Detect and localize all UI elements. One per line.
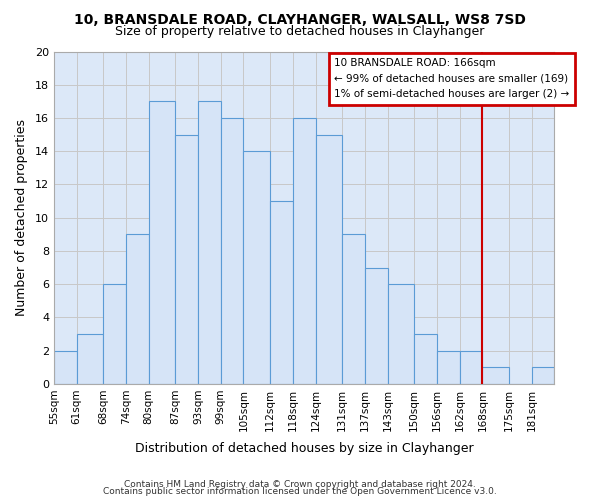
Text: Contains HM Land Registry data © Crown copyright and database right 2024.: Contains HM Land Registry data © Crown c… [124,480,476,489]
Bar [244,151,270,384]
Bar [388,284,414,384]
Bar [342,234,365,384]
Bar [221,118,244,384]
Bar [414,334,437,384]
X-axis label: Distribution of detached houses by size in Clayhanger: Distribution of detached houses by size … [135,442,473,455]
Text: 10, BRANSDALE ROAD, CLAYHANGER, WALSALL, WS8 7SD: 10, BRANSDALE ROAD, CLAYHANGER, WALSALL,… [74,12,526,26]
Bar [270,201,293,384]
Bar [126,234,149,384]
Bar [77,334,103,384]
Bar [103,284,126,384]
Y-axis label: Number of detached properties: Number of detached properties [15,119,28,316]
Bar [437,350,460,384]
Bar [365,268,388,384]
Bar [460,350,482,384]
Bar [149,102,175,384]
Text: 10 BRANSDALE ROAD: 166sqm
← 99% of detached houses are smaller (169)
1% of semi-: 10 BRANSDALE ROAD: 166sqm ← 99% of detac… [334,58,569,100]
Bar [175,134,198,384]
Bar [198,102,221,384]
Bar [482,368,509,384]
Bar [532,368,554,384]
Text: Contains public sector information licensed under the Open Government Licence v3: Contains public sector information licen… [103,487,497,496]
Bar [316,134,342,384]
Text: Size of property relative to detached houses in Clayhanger: Size of property relative to detached ho… [115,25,485,38]
Bar [293,118,316,384]
Bar [54,350,77,384]
